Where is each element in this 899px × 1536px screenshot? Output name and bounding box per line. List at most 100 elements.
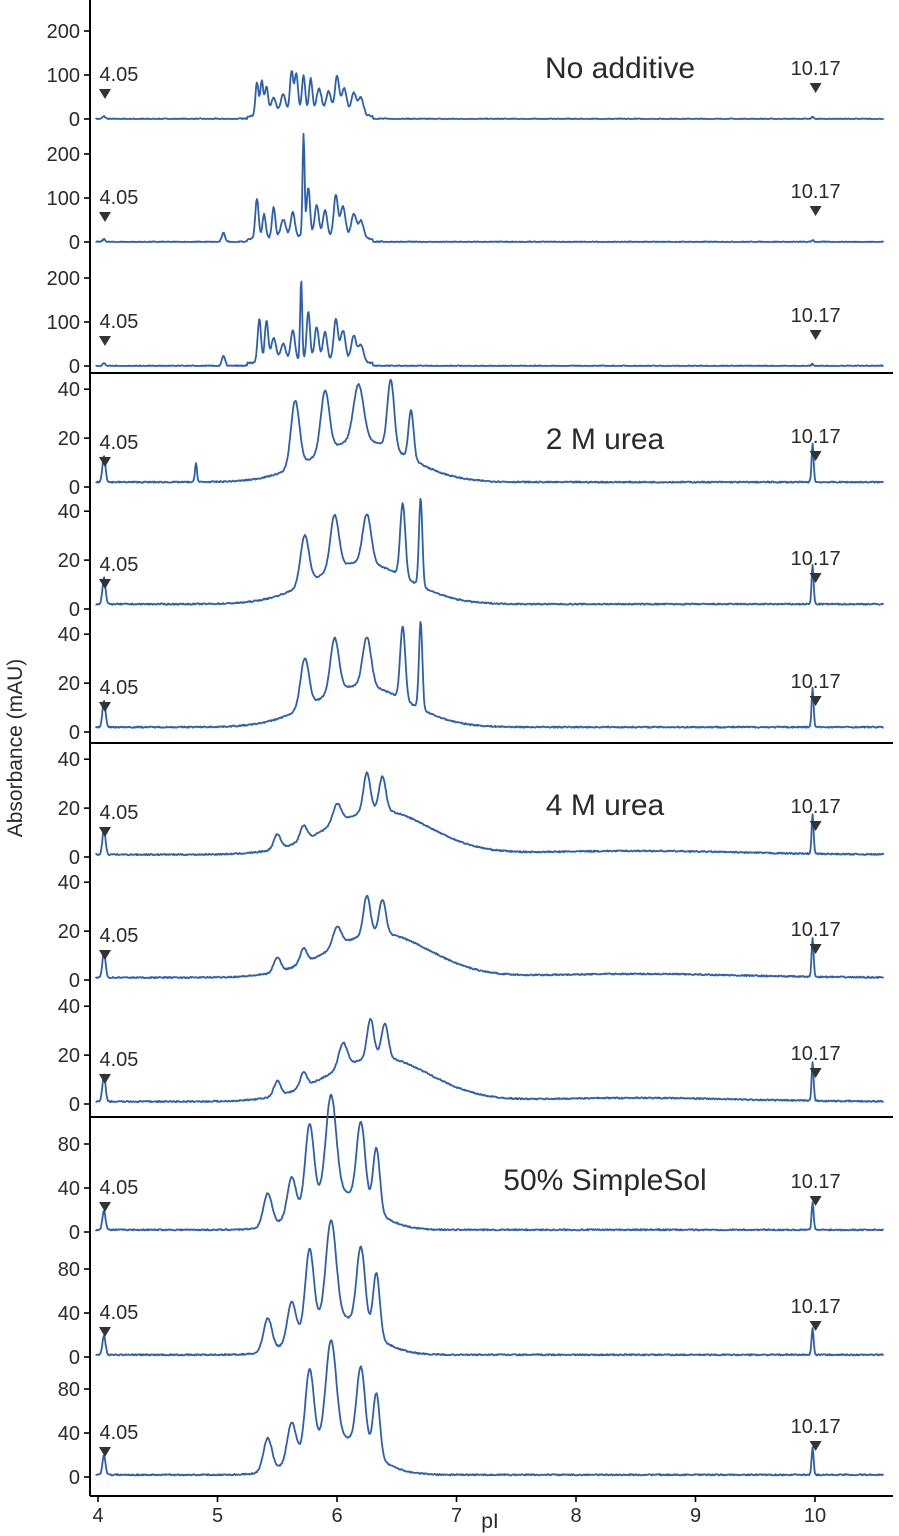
panel-group: No additive 0 100 200 4.05 10.17 0 100 200 4.05 10… bbox=[47, 21, 893, 378]
marker-label-left: 4.05 bbox=[100, 925, 139, 947]
marker-label-left: 4.05 bbox=[100, 554, 139, 576]
y-tick-label: 100 bbox=[47, 65, 80, 87]
marker-label-left: 4.05 bbox=[100, 677, 139, 699]
y-tick-label: 200 bbox=[47, 144, 80, 166]
y-tick-label: 200 bbox=[47, 21, 80, 43]
marker-arrow-right bbox=[809, 1441, 822, 1451]
trace-line bbox=[95, 1339, 884, 1477]
marker-arrow-right bbox=[809, 330, 822, 340]
panel-group: 2 M urea 0 20 40 4.05 10.17 0 20 40 4.05 10.17 0 20 4… bbox=[58, 379, 893, 744]
marker-arrow-left bbox=[98, 1074, 111, 1084]
marker-arrow-left bbox=[98, 1327, 111, 1337]
marker-arrow-left bbox=[98, 702, 111, 712]
marker-label-left: 4.05 bbox=[100, 311, 139, 333]
marker-arrow-right bbox=[809, 1068, 822, 1078]
x-axis-title: pI bbox=[481, 1510, 499, 1533]
marker-arrow-left bbox=[98, 212, 111, 222]
trace-line bbox=[95, 280, 884, 367]
trace-line bbox=[94, 621, 884, 729]
marker-arrow-right bbox=[809, 451, 822, 461]
x-tick-label: 4 bbox=[92, 1505, 103, 1527]
marker-label-left: 4.05 bbox=[100, 1049, 139, 1071]
marker-label-right: 10.17 bbox=[791, 1296, 841, 1318]
marker-arrow-right bbox=[809, 696, 822, 706]
y-tick-label: 20 bbox=[58, 921, 80, 943]
condition-label: 4 M urea bbox=[546, 789, 665, 822]
trace-line bbox=[95, 497, 885, 606]
trace-line bbox=[95, 379, 884, 484]
trace-line bbox=[95, 771, 885, 857]
marker-label-right: 10.17 bbox=[791, 919, 841, 941]
y-tick-label: 40 bbox=[58, 379, 80, 401]
marker-arrow-right bbox=[809, 83, 822, 93]
y-tick-label: 0 bbox=[69, 1467, 80, 1489]
marker-label-right: 10.17 bbox=[791, 1416, 841, 1438]
trace-panel: 0 20 40 4.05 10.17 bbox=[58, 379, 884, 499]
trace-panel: 0 40 80 4.05 10.17 bbox=[58, 1219, 885, 1369]
y-tick-label: 0 bbox=[69, 722, 80, 744]
condition-label: 2 M urea bbox=[546, 423, 665, 456]
y-tick-label: 40 bbox=[58, 1178, 80, 1200]
marker-label-left: 4.05 bbox=[100, 432, 139, 454]
trace-line bbox=[95, 132, 885, 243]
y-tick-label: 0 bbox=[69, 970, 80, 992]
condition-label: 50% SimpleSol bbox=[503, 1164, 706, 1197]
marker-label-right: 10.17 bbox=[791, 1043, 841, 1065]
marker-label-left: 4.05 bbox=[100, 802, 139, 824]
marker-label-right: 10.17 bbox=[791, 58, 841, 80]
y-tick-label: 40 bbox=[58, 872, 80, 894]
trace-panel: 0 100 200 4.05 10.17 bbox=[47, 132, 885, 254]
y-tick-label: 40 bbox=[58, 749, 80, 771]
panel-group: 50% SimpleSol 0 40 80 4.05 10.17 0 40 80 4.05 10.1… bbox=[58, 1093, 885, 1489]
y-tick-label: 0 bbox=[69, 232, 80, 254]
marker-arrow-right bbox=[809, 944, 822, 954]
trace-panel: 0 20 40 4.05 10.17 bbox=[58, 996, 884, 1116]
y-tick-label: 200 bbox=[47, 268, 80, 290]
marker-label-right: 10.17 bbox=[791, 181, 841, 203]
y-tick-label: 80 bbox=[58, 1379, 80, 1401]
y-axis-title: Absorbance (mAU) bbox=[4, 659, 27, 838]
marker-arrow-right bbox=[809, 1321, 822, 1331]
y-tick-label: 20 bbox=[58, 673, 80, 695]
y-tick-label: 0 bbox=[69, 1222, 80, 1244]
marker-label-left: 4.05 bbox=[100, 187, 139, 209]
y-tick-label: 40 bbox=[58, 1423, 80, 1445]
y-tick-label: 0 bbox=[69, 109, 80, 131]
trace-line bbox=[94, 1093, 884, 1232]
trace-panel: 0 100 200 4.05 10.17 bbox=[47, 21, 885, 131]
x-axis-ticks: 4 5 6 7 8 9 10 bbox=[92, 1496, 826, 1527]
marker-arrow-left bbox=[98, 950, 111, 960]
marker-label-right: 10.17 bbox=[791, 426, 841, 448]
y-tick-label: 40 bbox=[58, 624, 80, 646]
marker-label-right: 10.17 bbox=[791, 1171, 841, 1193]
y-tick-label: 20 bbox=[58, 798, 80, 820]
marker-label-right: 10.17 bbox=[791, 796, 841, 818]
marker-label-left: 4.05 bbox=[100, 1422, 139, 1444]
y-tick-label: 0 bbox=[69, 1347, 80, 1369]
marker-arrow-left bbox=[98, 336, 111, 346]
panel-group: 4 M urea 0 20 40 4.05 10.17 0 20 40 4.05 10.17 0 20 4… bbox=[58, 749, 893, 1118]
trace-line bbox=[94, 894, 885, 980]
marker-label-left: 4.05 bbox=[100, 1302, 139, 1324]
marker-arrow-left bbox=[98, 1202, 111, 1212]
y-tick-label: 0 bbox=[69, 847, 80, 869]
marker-label-right: 10.17 bbox=[791, 671, 841, 693]
marker-label-left: 4.05 bbox=[100, 1177, 139, 1199]
y-tick-label: 80 bbox=[58, 1134, 80, 1156]
x-tick-label: 10 bbox=[804, 1505, 826, 1527]
y-tick-label: 40 bbox=[58, 501, 80, 523]
trace-panel: 0 20 40 4.05 10.17 bbox=[58, 497, 885, 621]
marker-arrow-left bbox=[98, 89, 111, 99]
y-tick-label: 0 bbox=[69, 599, 80, 621]
trace-panel: 0 100 200 4.05 10.17 bbox=[47, 268, 884, 378]
y-tick-label: 20 bbox=[58, 428, 80, 450]
trace-line bbox=[95, 70, 885, 120]
trace-panel: 0 40 80 4.05 10.17 bbox=[58, 1339, 884, 1489]
y-tick-label: 0 bbox=[69, 1094, 80, 1116]
marker-label-right: 10.17 bbox=[791, 305, 841, 327]
x-tick-label: 5 bbox=[212, 1505, 223, 1527]
trace-line bbox=[95, 1017, 884, 1104]
x-tick-label: 8 bbox=[570, 1505, 581, 1527]
marker-arrow-right bbox=[809, 821, 822, 831]
